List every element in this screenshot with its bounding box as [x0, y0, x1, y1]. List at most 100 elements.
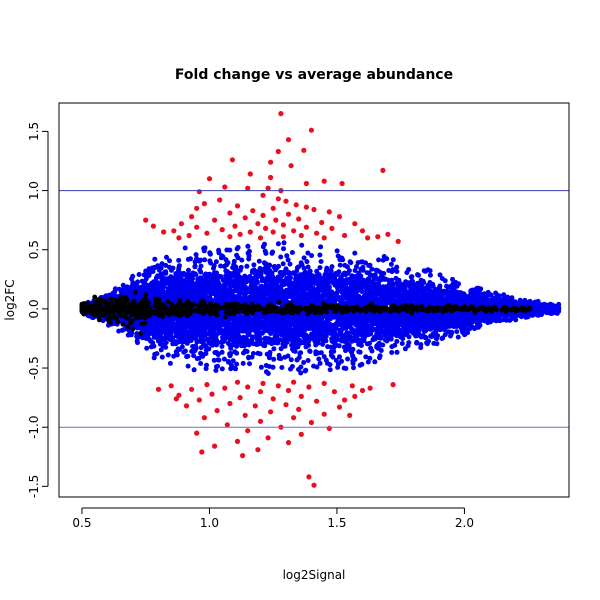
- data-point: [317, 360, 323, 366]
- data-point: [218, 263, 224, 269]
- data-point: [237, 267, 243, 273]
- data-point: [191, 367, 197, 373]
- data-point: [497, 299, 503, 305]
- data-point: [219, 349, 225, 355]
- data-point: [449, 329, 455, 335]
- data-point: [469, 324, 475, 330]
- data-point: [198, 361, 204, 366]
- data-point: [265, 371, 271, 376]
- data-point: [439, 336, 445, 341]
- data-point: [186, 267, 191, 273]
- data-point: [193, 252, 199, 258]
- data-point: [350, 354, 356, 360]
- data-point: [328, 344, 334, 350]
- data-point: [304, 259, 310, 265]
- data-point: [424, 340, 430, 346]
- data-point: [376, 257, 382, 263]
- data-point: [228, 366, 234, 372]
- data-point: [278, 254, 284, 260]
- data-point: [216, 357, 222, 363]
- data-point: [486, 291, 492, 297]
- data-point: [223, 268, 229, 274]
- data-point: [298, 350, 304, 356]
- data-point: [350, 360, 356, 366]
- data-point: [211, 263, 217, 269]
- data-point: [144, 345, 150, 351]
- data-point: [338, 255, 343, 261]
- data-point: [234, 246, 240, 252]
- data-point: [112, 286, 118, 292]
- data-point: [267, 262, 273, 268]
- data-point: [227, 353, 233, 359]
- data-point: [434, 341, 440, 347]
- data-point: [420, 278, 426, 284]
- data-point: [125, 332, 131, 338]
- data-point: [280, 261, 286, 267]
- data-point: [491, 296, 497, 302]
- data-point: [185, 256, 191, 262]
- data-point: [360, 264, 366, 270]
- data-point: [376, 276, 382, 282]
- data-point: [301, 360, 307, 365]
- data-point: [278, 346, 284, 352]
- data-point: [251, 267, 257, 273]
- data-point: [208, 260, 214, 266]
- data-point: [367, 272, 373, 278]
- data-point: [281, 246, 286, 252]
- data-point: [282, 354, 288, 360]
- data-point: [302, 368, 308, 374]
- data-point: [284, 253, 290, 259]
- data-point: [228, 345, 234, 351]
- data-point: [189, 348, 195, 354]
- data-point: [234, 350, 240, 356]
- data-point: [307, 349, 313, 354]
- data-point: [245, 243, 251, 249]
- data-point: [377, 355, 382, 361]
- data-point: [276, 355, 282, 361]
- data-point: [501, 292, 507, 298]
- data-point: [346, 268, 352, 274]
- data-point: [450, 276, 455, 282]
- data-point: [160, 343, 166, 348]
- data-point: [270, 364, 276, 370]
- data-point: [328, 352, 334, 358]
- data-point: [344, 264, 350, 270]
- data-point: [182, 245, 188, 251]
- data-point: [388, 261, 394, 267]
- data-point: [394, 264, 400, 270]
- data-point: [354, 264, 359, 270]
- data-point: [263, 363, 269, 368]
- data-point: [198, 350, 204, 356]
- data-point: [318, 259, 324, 264]
- data-point: [281, 240, 287, 246]
- data-point: [462, 332, 468, 338]
- data-point: [246, 253, 252, 259]
- data-point: [509, 295, 515, 301]
- data-point: [399, 341, 405, 346]
- data-point: [378, 270, 384, 276]
- data-point: [418, 345, 424, 351]
- data-point: [288, 366, 293, 372]
- data-point: [262, 241, 267, 247]
- data-point: [275, 241, 281, 247]
- data-point: [298, 370, 304, 376]
- data-point: [352, 268, 358, 273]
- data-point: [364, 341, 370, 347]
- data-point: [337, 262, 343, 268]
- data-point: [231, 262, 237, 268]
- data-point: [134, 331, 140, 337]
- data-point: [343, 272, 348, 278]
- data-point: [219, 366, 225, 372]
- data-point: [493, 290, 499, 296]
- data-point: [116, 328, 122, 334]
- data-point: [339, 358, 344, 364]
- data-point: [367, 355, 373, 361]
- data-point: [437, 272, 443, 278]
- data-point: [152, 256, 158, 262]
- data-point: [151, 355, 157, 361]
- data-point: [334, 248, 340, 254]
- data-point: [271, 346, 277, 352]
- data-point: [271, 356, 277, 362]
- data-point: [191, 353, 197, 359]
